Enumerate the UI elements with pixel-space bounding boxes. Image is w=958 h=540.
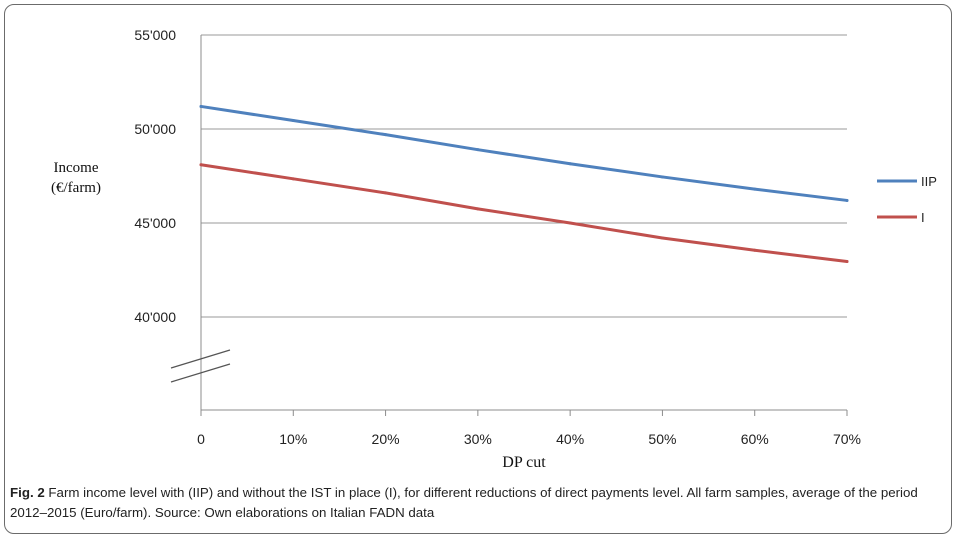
- y-tick-label: 45'000: [134, 215, 176, 231]
- data-point-i: [291, 177, 295, 181]
- axis-break-mark: [170, 349, 231, 369]
- y-axis-title-line: (€/farm): [51, 180, 101, 196]
- x-tick-label: 50%: [648, 431, 676, 447]
- y-axis-title-line: Income: [54, 160, 99, 176]
- series-line-i: [199, 163, 849, 264]
- y-tick-label: 55'000: [134, 27, 176, 43]
- data-point-iip: [384, 133, 388, 137]
- figure-caption-text: Farm income level with (IIP) and without…: [10, 485, 918, 520]
- y-tick-label: 50'000: [134, 121, 176, 137]
- x-tick-label: 10%: [279, 431, 307, 447]
- figure-caption: Fig. 2 Farm income level with (IIP) and …: [10, 483, 946, 523]
- data-point-iip: [291, 119, 295, 123]
- data-point-iip: [845, 198, 849, 202]
- x-tick-label: 20%: [372, 431, 400, 447]
- y-axis-title: Income (€/farm): [51, 160, 101, 196]
- series-line-iip: [199, 104, 849, 202]
- data-point-i: [753, 248, 757, 252]
- x-tick-label: 30%: [464, 431, 492, 447]
- data-point-i: [476, 207, 480, 211]
- data-point-iip: [753, 187, 757, 191]
- y-tick-label: 40'000: [134, 309, 176, 325]
- axis-break-mark: [170, 363, 231, 383]
- data-point-iip: [476, 148, 480, 152]
- data-point-iip: [199, 104, 203, 108]
- x-tick-label: 0: [197, 431, 205, 447]
- data-point-i: [568, 221, 572, 225]
- line-chart: 40'000 45'000 50'000 55'000 0 10% 20% 30% 40% 50%…: [51, 27, 937, 471]
- legend-label-iip: IIP: [921, 174, 937, 189]
- x-axis-title: DP cut: [502, 454, 546, 471]
- data-point-i: [384, 191, 388, 195]
- data-point-iip: [568, 162, 572, 166]
- x-tick-label: 60%: [741, 431, 769, 447]
- x-tick-label: 40%: [556, 431, 584, 447]
- data-point-i: [660, 236, 664, 240]
- legend-label-i: I: [921, 210, 925, 225]
- x-tick-label: 70%: [833, 431, 861, 447]
- data-point-i: [845, 260, 849, 264]
- data-point-i: [199, 163, 203, 167]
- data-point-iip: [660, 175, 664, 179]
- figure-label: Fig. 2: [10, 485, 45, 500]
- figure-frame: [4, 4, 952, 534]
